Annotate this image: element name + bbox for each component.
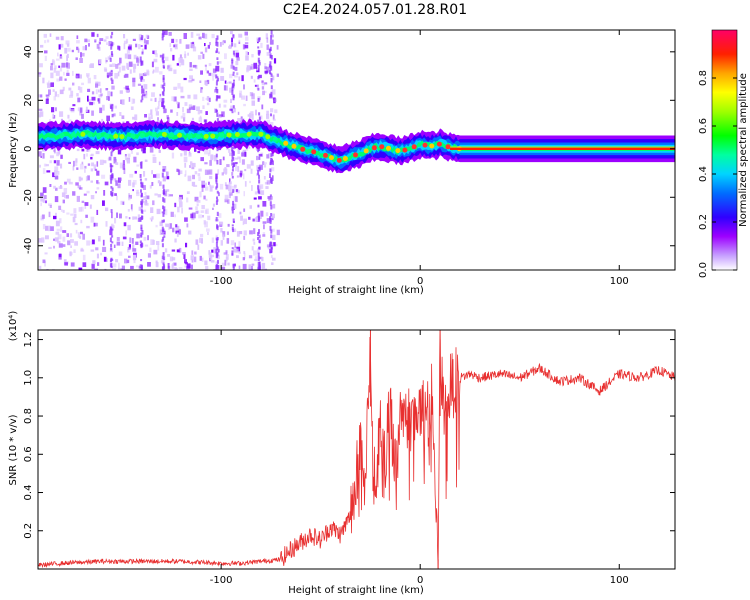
ridge-hotspot [323,152,328,158]
ridge-hotspot [329,155,334,161]
snr-trace [38,330,675,569]
colorbar-tick-label: 0.6 [698,118,709,134]
x-tick-label: 100 [610,276,629,287]
spectrogram-panel: -100 0 100 -40 -20 0 20 40 Height of straight l… [8,29,676,296]
y-tick-label: -40 [23,238,34,254]
ridge-hotspot [291,143,297,149]
spectrogram-y-label: Frequency (Hz) [8,112,19,188]
ridge-hotspot [342,156,348,161]
y-tick-label: 40 [23,45,34,58]
ridge-hotspot [272,137,278,142]
ridge-hotspot [379,144,385,150]
ridge-hotspot [265,134,271,140]
ridge-hotspot [386,145,391,151]
ridge-hotspot [161,131,167,137]
ridge-hotspot [363,148,369,154]
snr-multiplier: (x10⁴) [8,311,19,342]
ridge-hotspot [226,132,232,138]
ridge-hotspot [411,144,417,150]
colorbar-tick-label: 0.0 [698,262,709,278]
y-tick-label: 0.2 [23,523,34,539]
y-tick-label: 1.0 [23,370,34,386]
ridge-hotspot [353,152,358,158]
ridge-hotspot [300,146,306,152]
colorbar-gradient [711,29,738,271]
colorbar-label: Normalized spectral amplitude [738,73,749,227]
y-tick-label: -20 [23,189,34,205]
x-tick-label: 0 [417,575,423,586]
ridge-hotspot [246,131,252,137]
y-tick-label: 0.8 [23,408,34,424]
y-tick-label: 1.2 [23,332,34,348]
x-tick-label: -100 [210,575,233,586]
ridge-hotspot [210,133,216,139]
ridge-hotspot [80,131,86,137]
ridge-hotspot [87,132,93,138]
colorbar: 0.0 0.2 0.4 0.6 0.8 Normalized spectral ampl… [698,29,749,278]
ridge-hotspot [195,134,201,139]
ridge-hotspot [119,134,125,140]
ridge-hotspot [395,148,401,154]
y-tick-label: 0.4 [23,485,34,501]
x-tick-label: 100 [610,575,629,586]
snr-panel: -100 0 100 0.2 0.4 0.6 0.8 1.0 1.2 Height of str… [8,311,676,596]
ridge-hotspot [96,132,102,138]
ridge-hotspot [422,142,428,148]
ridge-hotspot [130,133,136,139]
ridge-hotspot [104,133,110,139]
ridge-hotspot [258,131,264,137]
ridge-hotspot [436,141,442,147]
ridge-hotspot [169,132,175,138]
x-tick-label: 0 [417,276,423,287]
colorbar-tick-label: 0.4 [698,166,709,182]
y-tick-label: 0 [23,146,34,152]
ridge-hotspot [113,133,119,139]
ridge-hotspot [336,157,342,163]
snr-y-label: SNR (10 * v/v) [8,414,19,485]
y-tick-label: 0.6 [23,446,34,462]
ridge-hotspot [429,143,435,149]
snr-x-label: Height of straight line (km) [288,585,424,596]
ridge-hotspot [371,145,377,151]
colorbar-tick-label: 0.8 [698,70,709,86]
snr-frame [37,329,676,570]
ridge-hotspot [59,133,65,138]
ridge-hotspot [187,133,193,139]
x-tick-label: -100 [210,276,233,287]
ridge-hotspot [234,132,240,137]
ridge-hotspot [177,132,182,138]
ridge-hotspot [402,147,408,153]
ridge-hotspot [203,133,209,139]
chart-title: C2E4.2024.057.01.28.R01 [282,2,468,18]
ridge-hotspot [70,132,76,138]
spectrogram-frame [37,29,676,271]
colorbar-tick-label: 0.2 [698,214,709,230]
ridge-hotspot [311,149,317,155]
ridge-hotspot [219,132,225,138]
y-tick-label: 20 [23,94,34,107]
ridge-hotspot [445,144,451,150]
ridge-hotspot [283,140,289,146]
ridge-hotspot [151,132,157,138]
ridge-hotspot [139,132,145,138]
spectrogram-x-label: Height of straight line (km) [288,285,424,296]
